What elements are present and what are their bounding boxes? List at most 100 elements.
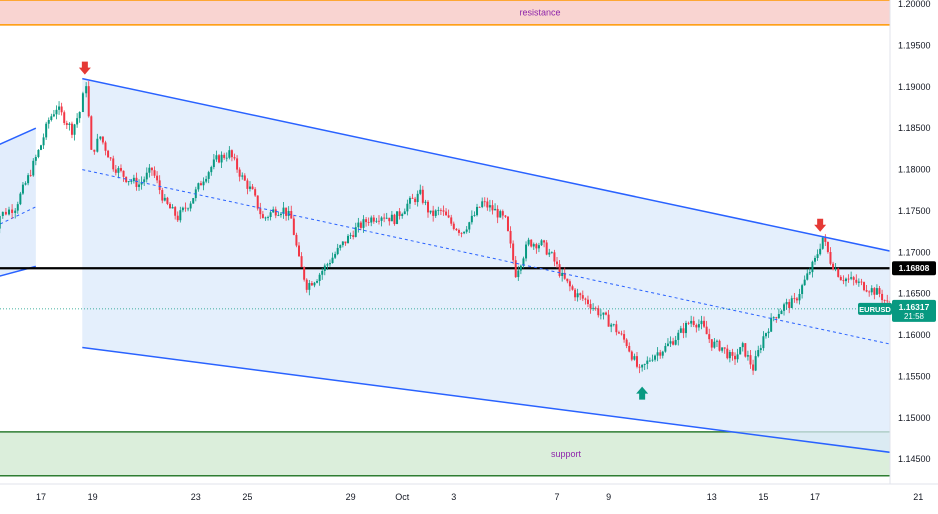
candle-body: [674, 339, 677, 345]
candle-body: [272, 209, 275, 213]
candle-body: [545, 242, 548, 255]
candle-body: [406, 203, 409, 212]
candle-body: [721, 347, 724, 351]
candle-body: [517, 270, 520, 278]
candle-body: [481, 201, 484, 208]
candle-body: [512, 243, 515, 261]
candle-body: [437, 209, 440, 211]
candle-body: [357, 222, 360, 228]
candle-body: [135, 177, 138, 187]
candle-body: [169, 203, 171, 209]
candle-body: [331, 257, 334, 264]
candle-body: [476, 206, 479, 216]
x-tick-label: 17: [36, 492, 46, 502]
candle-body: [4, 211, 7, 215]
candle-body: [633, 356, 636, 360]
candle-body: [460, 232, 463, 234]
candle-body: [259, 208, 262, 215]
candle-body: [697, 324, 700, 328]
candle-body: [708, 334, 711, 340]
candle-body: [682, 328, 685, 334]
candle-body: [767, 331, 770, 334]
last-price-text: 1.16317: [899, 302, 930, 312]
candle-body: [359, 222, 362, 228]
candle-body: [685, 322, 687, 334]
candle-body: [530, 239, 533, 247]
candle-body: [21, 184, 24, 194]
candle-body: [29, 175, 32, 176]
candle-body: [576, 293, 579, 298]
candle-body: [447, 215, 450, 218]
candle-body: [414, 198, 417, 203]
candle-body: [143, 179, 146, 182]
candle-body: [710, 339, 713, 348]
price-axis[interactable]: [890, 0, 938, 514]
candle-body: [873, 288, 876, 295]
y-tick-label: 1.16000: [898, 330, 931, 340]
candle-body: [403, 211, 406, 215]
candle-body: [292, 218, 295, 235]
candle-body: [429, 210, 432, 213]
candle-body: [592, 307, 595, 309]
candle-body: [411, 197, 414, 199]
candle-body: [248, 186, 251, 189]
candle-body: [228, 150, 231, 158]
candle-body: [184, 207, 187, 209]
candle-body: [352, 235, 355, 237]
top-arrow-1-icon[interactable]: [78, 61, 91, 75]
candle-body: [210, 167, 213, 173]
candle-body: [138, 184, 141, 187]
candle-body: [563, 272, 566, 279]
candle-body: [52, 114, 55, 117]
candle-body: [60, 106, 63, 113]
candle-body: [452, 223, 455, 229]
candle-body: [390, 214, 393, 222]
candle-body: [571, 286, 574, 290]
candle-body: [687, 322, 690, 324]
candle-body: [385, 217, 388, 219]
candle-body: [762, 336, 765, 349]
candle-body: [646, 360, 649, 364]
candle-body: [109, 157, 112, 159]
candle-body: [93, 149, 96, 152]
candle-body: [875, 288, 878, 295]
y-tick-label: 1.14500: [898, 454, 931, 464]
candle-body: [187, 208, 190, 210]
bottom-arrow-icon[interactable]: [636, 386, 649, 400]
candle-body: [561, 272, 564, 276]
candle-body: [310, 283, 313, 286]
candle-body: [669, 341, 672, 344]
candle-body: [78, 111, 81, 119]
candle-body: [602, 312, 605, 315]
candle-body: [625, 339, 628, 346]
candle-body: [34, 157, 37, 161]
candle-body: [883, 300, 886, 301]
candle-body: [839, 276, 842, 281]
time-axis[interactable]: [0, 484, 938, 514]
candle-body: [365, 219, 368, 223]
candle-body: [127, 181, 130, 183]
candle-body: [189, 203, 192, 209]
candle-body: [777, 314, 780, 319]
candle-body: [96, 138, 99, 152]
candle-body: [326, 264, 329, 266]
top-arrow-2-icon[interactable]: [814, 218, 827, 232]
candle-body: [550, 252, 553, 254]
candle-body: [726, 348, 729, 359]
candle-body: [140, 181, 143, 185]
candle-body: [522, 258, 525, 266]
candle-body: [251, 186, 254, 190]
candle-body: [32, 160, 35, 176]
candle-body: [290, 211, 293, 219]
candle-body: [427, 201, 429, 213]
candle-body: [218, 155, 221, 163]
candle-body: [483, 201, 486, 203]
candle-body: [635, 356, 638, 367]
candle-body: [347, 235, 350, 244]
candle-body: [584, 298, 587, 300]
candle-body: [819, 248, 822, 255]
prior-channel-upper[interactable]: [0, 127, 37, 149]
candle-body: [305, 279, 308, 290]
candle-body: [42, 137, 45, 146]
